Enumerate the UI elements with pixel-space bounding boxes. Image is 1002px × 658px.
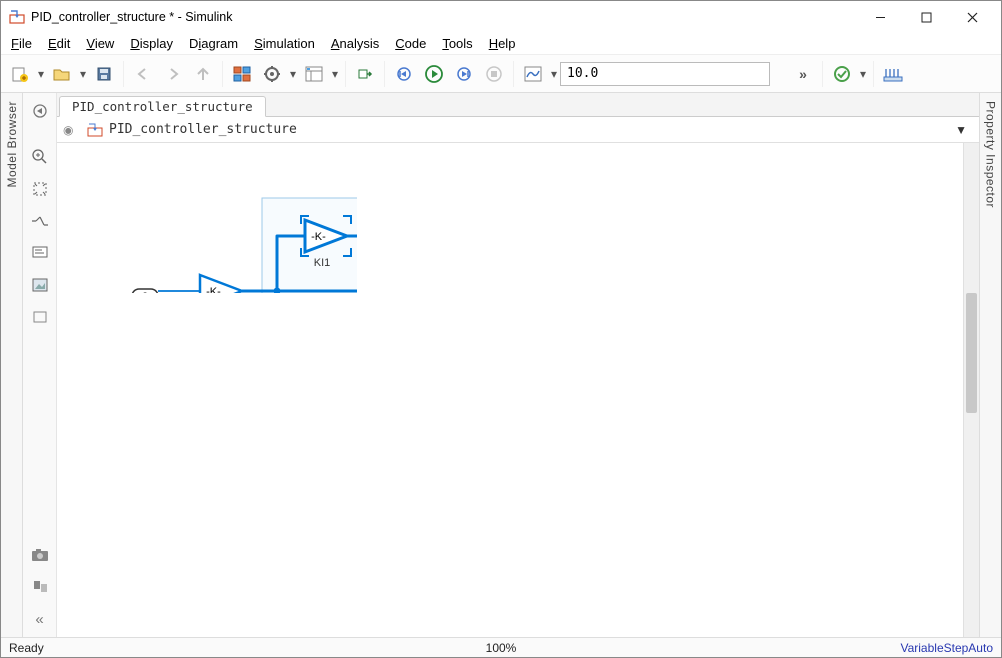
screenshot-button[interactable] <box>28 543 52 567</box>
update-diagram-button[interactable] <box>351 60 379 88</box>
model-browser-label: Model Browser <box>5 101 19 188</box>
open-button[interactable] <box>48 60 76 88</box>
stop-time-input[interactable] <box>560 62 770 86</box>
status-zoom: 100% <box>337 641 665 655</box>
property-inspector-panel[interactable]: Property Inspector <box>979 93 1001 637</box>
title-bar: PID_controller_structure * - Simulink <box>1 1 1001 33</box>
menu-view[interactable]: View <box>78 34 122 53</box>
up-button[interactable] <box>189 60 217 88</box>
save-button[interactable] <box>90 60 118 88</box>
scrollbar-thumb[interactable] <box>966 293 977 413</box>
main-area: Model Browser « PID_controller_structure… <box>1 93 1001 637</box>
area-button[interactable] <box>28 305 52 329</box>
menu-help[interactable]: Help <box>481 34 524 53</box>
forward-button[interactable] <box>159 60 187 88</box>
model-browser-panel[interactable]: Model Browser <box>1 93 23 637</box>
menu-bar: File Edit View Display Diagram Simulatio… <box>1 33 1001 55</box>
hide-browser-button[interactable] <box>28 99 52 123</box>
viewmarks-button[interactable] <box>28 575 52 599</box>
zoom-button[interactable] <box>28 145 52 169</box>
svg-text:-K-: -K- <box>206 286 221 293</box>
image-button[interactable] <box>28 273 52 297</box>
run-button[interactable] <box>420 60 448 88</box>
vertical-scrollbar[interactable] <box>963 143 979 637</box>
window-title: PID_controller_structure * - Simulink <box>31 10 857 24</box>
new-model-dropdown[interactable]: ▾ <box>35 60 47 88</box>
tab-strip: PID_controller_structure <box>57 93 979 117</box>
model-explorer-button[interactable] <box>300 60 328 88</box>
stop-button[interactable] <box>480 60 508 88</box>
more-button[interactable]: » <box>789 60 817 88</box>
data-inspector-dropdown[interactable]: ▾ <box>548 60 560 88</box>
status-bar: Ready 100% VariableStepAuto <box>1 637 1001 657</box>
svg-text:2: 2 <box>142 291 148 293</box>
schedule-button[interactable] <box>879 60 907 88</box>
model-config-dropdown[interactable]: ▾ <box>287 60 299 88</box>
content-area: PID_controller_structure ◉ PID_controlle… <box>57 93 979 637</box>
collapse-palette-button[interactable]: « <box>28 607 52 631</box>
canvas-wrap: …2In2-K-KP1-K-KI13KD11sIntegrator130s + … <box>57 143 979 637</box>
property-inspector-label: Property Inspector <box>984 101 998 208</box>
svg-text:KI1: KI1 <box>314 257 331 269</box>
step-back-button[interactable] <box>390 60 418 88</box>
toolbar: ▾ ▾ ▾ ▾ ▾ » ▾ <box>1 55 1001 93</box>
gain-block-kp1[interactable]: -K-KP1 <box>200 275 242 293</box>
tab-model[interactable]: PID_controller_structure <box>59 96 266 117</box>
menu-analysis[interactable]: Analysis <box>323 34 387 53</box>
menu-code[interactable]: Code <box>387 34 434 53</box>
new-model-button[interactable] <box>6 60 34 88</box>
menu-file[interactable]: File <box>3 34 40 53</box>
breadcrumb-path[interactable]: PID_controller_structure <box>109 122 949 137</box>
status-solver[interactable]: VariableStepAuto <box>665 641 993 655</box>
model-explorer-dropdown[interactable]: ▾ <box>329 60 341 88</box>
minimize-button[interactable] <box>857 2 903 32</box>
palette-bar: « <box>23 93 57 637</box>
breadcrumb-back-icon[interactable]: ◉ <box>63 123 73 137</box>
app-icon <box>9 9 25 25</box>
open-dropdown[interactable]: ▾ <box>77 60 89 88</box>
diagnostics-dropdown[interactable]: ▾ <box>857 60 869 88</box>
data-inspector-button[interactable] <box>519 60 547 88</box>
fit-button[interactable] <box>28 177 52 201</box>
close-button[interactable] <box>949 2 995 32</box>
menu-diagram[interactable]: Diagram <box>181 34 246 53</box>
breadcrumb-bar: ◉ PID_controller_structure ▼ <box>57 117 979 143</box>
menu-tools[interactable]: Tools <box>434 34 480 53</box>
menu-simulation[interactable]: Simulation <box>246 34 323 53</box>
annotation-button[interactable] <box>28 241 52 265</box>
step-forward-button[interactable] <box>450 60 478 88</box>
status-ready: Ready <box>9 641 337 655</box>
maximize-button[interactable] <box>903 2 949 32</box>
diagnostics-button[interactable] <box>828 60 856 88</box>
model-icon <box>87 122 103 138</box>
toggle-sample-time-button[interactable] <box>28 209 52 233</box>
diagram-canvas[interactable]: …2In2-K-KP1-K-KI13KD11sIntegrator130s + … <box>57 143 357 293</box>
model-config-button[interactable] <box>258 60 286 88</box>
menu-display[interactable]: Display <box>122 34 181 53</box>
library-browser-button[interactable] <box>228 60 256 88</box>
menu-edit[interactable]: Edit <box>40 34 78 53</box>
breadcrumb-dropdown[interactable]: ▼ <box>949 123 973 137</box>
back-button[interactable] <box>129 60 157 88</box>
svg-text:-K-: -K- <box>311 231 326 243</box>
